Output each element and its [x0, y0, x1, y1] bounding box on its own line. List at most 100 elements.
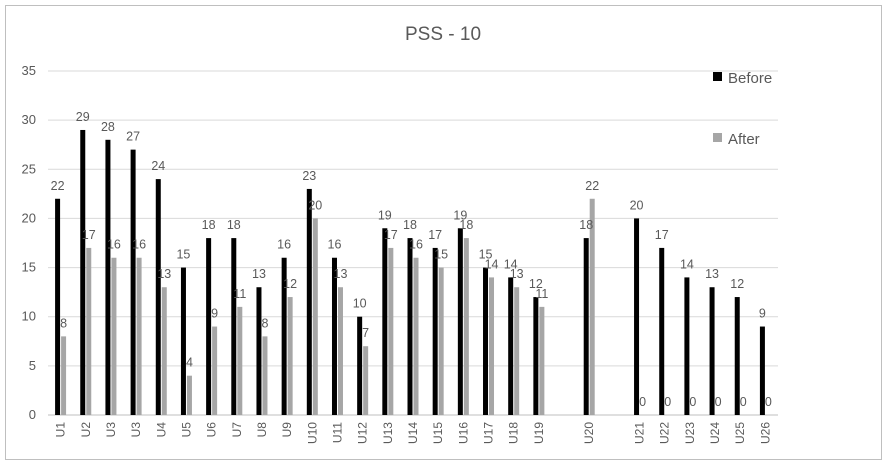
data-label-after: 17 [82, 228, 96, 242]
bar-after [136, 257, 142, 415]
bar-before [357, 316, 363, 415]
data-label-before: 29 [76, 110, 90, 124]
bar-after [337, 287, 343, 415]
data-label-after: 13 [334, 267, 348, 281]
legend: Before After [713, 70, 772, 148]
data-label-after: 16 [409, 238, 423, 252]
chart-title: PSS - 10 [405, 24, 481, 45]
bar-before [709, 287, 715, 415]
bar-after [237, 306, 243, 415]
bar-after [589, 198, 595, 415]
data-label-before: 14 [680, 257, 694, 271]
bar-before [331, 257, 337, 415]
bar-before [583, 238, 589, 415]
data-label-before: 15 [176, 248, 190, 262]
y-tick-label: 10 [22, 309, 36, 324]
y-tick-label: 30 [22, 112, 36, 127]
data-label-after: 20 [308, 198, 322, 212]
data-label-before: 15 [479, 248, 493, 262]
data-label-after: 12 [283, 277, 297, 291]
data-label-after: 13 [510, 267, 524, 281]
data-label-before: 16 [328, 238, 342, 252]
x-tick-label: U19 [532, 422, 546, 444]
x-tick-label: U3 [129, 422, 143, 438]
bar-after [388, 247, 394, 415]
bar-after [514, 287, 520, 415]
data-labels: 22 8 29 17 28 16 27 16 24 13 15 4 18 9 18 11 13 8 16 12 23 20… [51, 110, 772, 409]
y-tick-label: 20 [22, 210, 36, 225]
data-label-before: 23 [302, 169, 316, 183]
bar-before [483, 267, 489, 415]
bar-before [306, 188, 312, 415]
bar-before [533, 297, 539, 415]
y-tick-label: 15 [22, 260, 36, 275]
bar-before [55, 198, 61, 415]
data-label-after: 0 [715, 395, 722, 409]
y-axis-ticks: 0 5 10 15 20 25 30 35 [22, 63, 36, 422]
bar-after [111, 257, 117, 415]
legend-item-before: Before [713, 70, 772, 87]
bar-before [432, 247, 438, 415]
data-label-before: 12 [730, 277, 744, 291]
bar-before [382, 228, 388, 415]
data-label-after: 17 [384, 228, 398, 242]
data-label-before: 28 [101, 120, 115, 134]
bar-before [231, 238, 237, 415]
data-label-before: 18 [579, 218, 593, 232]
bar-after [212, 326, 218, 415]
bar-before [508, 277, 514, 415]
bar-before [130, 149, 136, 415]
y-tick-label: 25 [22, 161, 36, 176]
bar-before [634, 218, 640, 415]
data-label-after: 14 [485, 257, 499, 271]
bar-before [105, 139, 111, 416]
data-label-after: 18 [459, 218, 473, 232]
x-tick-label: U21 [633, 422, 647, 444]
x-tick-label: U24 [708, 422, 722, 444]
bar-after [489, 277, 495, 415]
gridlines [48, 70, 778, 416]
data-label-before: 17 [428, 228, 442, 242]
data-label-before: 17 [655, 228, 669, 242]
legend-label-after: After [728, 131, 760, 148]
data-label-after: 0 [765, 395, 772, 409]
bars [55, 129, 765, 416]
x-tick-label: U18 [507, 422, 521, 444]
bar-before [80, 129, 86, 415]
x-tick-label: U9 [280, 422, 294, 438]
data-label-before: 18 [227, 218, 241, 232]
bar-after [262, 336, 268, 415]
bar-after [363, 346, 369, 415]
data-label-before: 10 [353, 297, 367, 311]
x-tick-label: U20 [582, 422, 596, 444]
x-tick-label: U14 [406, 422, 420, 444]
bar-after [186, 375, 192, 415]
bar-before [659, 247, 665, 415]
bar-after [463, 238, 469, 415]
data-label-before: 12 [529, 277, 543, 291]
data-label-after: 9 [211, 307, 218, 321]
data-label-after: 4 [186, 356, 193, 370]
bar-after [413, 257, 419, 415]
data-label-before: 19 [453, 208, 467, 222]
x-tick-label: U22 [658, 422, 672, 444]
data-label-after: 15 [434, 248, 448, 262]
legend-item-after: After [713, 131, 760, 148]
x-tick-label: U16 [456, 422, 470, 444]
bar-before [407, 238, 413, 415]
x-tick-label: U10 [305, 422, 319, 444]
x-axis-ticks: U1 U2 U3 U3 U4 U5 U6 U7 U8 U9 U10 U11 U12 U13 U14 U15 U1… [54, 422, 773, 444]
data-label-before: 18 [403, 218, 417, 232]
data-label-after: 8 [261, 316, 268, 330]
x-tick-label: U26 [758, 422, 772, 444]
data-label-before: 19 [378, 208, 392, 222]
bar-before [457, 228, 463, 415]
bar-chart: 0 5 10 15 20 25 30 35 22 8 29 17 28 16 27 16 24 13 15 4 18 9… [22, 24, 778, 444]
data-label-before: 27 [126, 130, 140, 144]
data-label-before: 14 [504, 257, 518, 271]
data-label-before: 24 [151, 159, 165, 173]
bar-after [161, 287, 167, 415]
x-tick-label: U3 [104, 422, 118, 438]
x-tick-label: U15 [431, 422, 445, 444]
x-tick-label: U11 [330, 422, 344, 443]
